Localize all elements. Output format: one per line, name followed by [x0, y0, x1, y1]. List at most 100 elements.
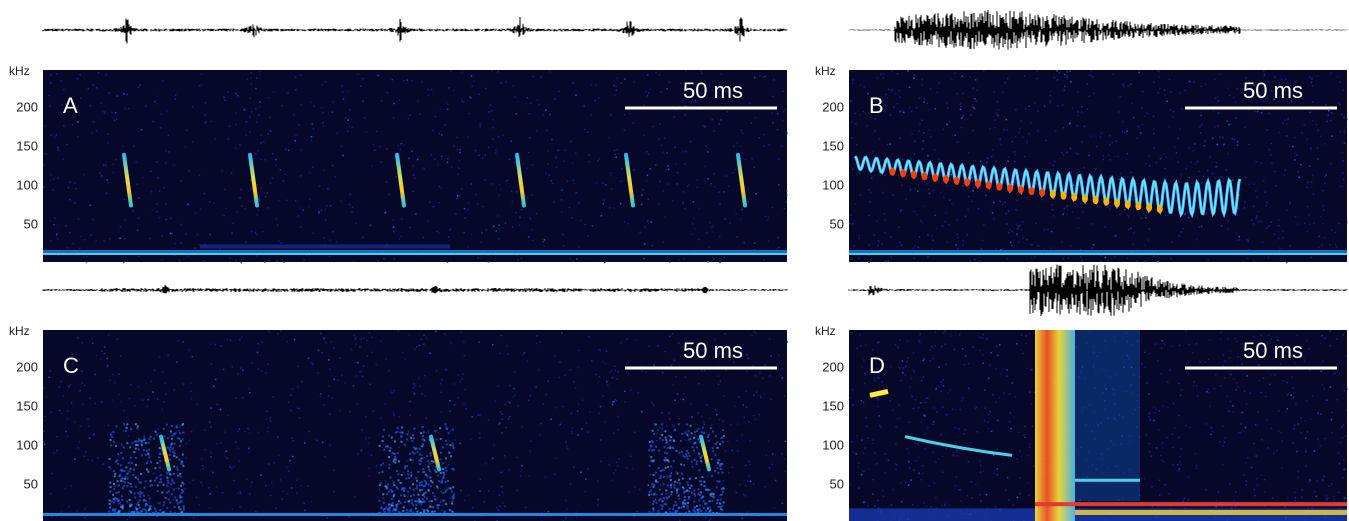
noise-dot	[329, 444, 331, 446]
noise-dot	[1268, 257, 1270, 259]
noise-dot	[613, 433, 615, 435]
noise-dot	[265, 372, 267, 374]
sweep-hot	[1135, 202, 1141, 210]
noise-dot	[1264, 491, 1266, 493]
noise-dot	[462, 378, 464, 380]
noise-dot	[424, 169, 426, 171]
sweep-hot	[1157, 205, 1163, 213]
noise-dot	[1030, 368, 1032, 370]
noise-dot	[459, 381, 461, 383]
noise-dot	[440, 392, 442, 394]
noise-dot	[464, 389, 466, 391]
noise-dot	[1177, 464, 1179, 466]
noise-dot	[402, 352, 404, 354]
clutter-dot	[416, 447, 418, 449]
noise-dot	[562, 406, 564, 408]
noise-dot	[259, 71, 261, 73]
noise-dot	[924, 402, 926, 404]
sweep-hot	[1125, 201, 1131, 209]
noise-dot	[467, 136, 469, 138]
clutter-dot	[669, 439, 671, 441]
noise-dot	[240, 367, 242, 369]
noise-dot	[95, 240, 97, 242]
noise-dot	[501, 418, 503, 420]
clutter-dot	[404, 467, 406, 469]
clutter-dot	[683, 491, 685, 493]
noise-dot	[605, 363, 607, 365]
clutter-dot	[664, 430, 666, 432]
noise-dot	[718, 123, 720, 125]
clutter-dot	[147, 442, 149, 444]
noise-dot	[556, 166, 558, 168]
noise-dot	[772, 122, 774, 124]
clutter-dot	[163, 484, 165, 486]
noise-dot	[1212, 431, 1214, 433]
noise-dot	[329, 385, 331, 387]
noise-dot	[742, 517, 744, 519]
noise-dot	[706, 404, 708, 406]
noise-dot	[610, 175, 612, 177]
noise-dot	[65, 225, 67, 227]
noise-dot	[460, 331, 462, 333]
clutter-dot	[163, 435, 165, 437]
noise-dot	[479, 123, 481, 125]
noise-dot	[617, 416, 619, 418]
noise-dot	[441, 187, 443, 189]
noise-dot	[1257, 425, 1259, 427]
noise-dot	[220, 345, 222, 347]
noise-dot	[215, 138, 217, 140]
clutter-dot	[446, 470, 448, 472]
noise-dot	[1189, 177, 1191, 179]
noise-dot	[237, 431, 239, 433]
noise-dot	[237, 373, 239, 375]
noise-dot	[1304, 223, 1306, 225]
noise-dot	[96, 87, 98, 89]
noise-dot	[123, 181, 125, 183]
noise-dot	[101, 401, 103, 403]
noise-dot	[1111, 197, 1113, 199]
noise-dot	[165, 393, 167, 395]
clutter-dot	[697, 511, 699, 513]
noise-dot	[851, 121, 853, 123]
clutter-dot	[429, 505, 431, 507]
noise-dot	[438, 202, 440, 204]
noise-dot	[1284, 119, 1286, 121]
noise-dot	[868, 215, 870, 217]
clutter-dot	[399, 431, 401, 433]
noise-dot	[716, 414, 718, 416]
noise-dot	[629, 113, 631, 115]
noise-dot	[899, 111, 901, 113]
noise-dot	[280, 169, 282, 171]
noise-dot	[1024, 426, 1026, 428]
clutter-dot	[440, 458, 442, 460]
noise-dot	[408, 118, 410, 120]
clutter-dot	[150, 480, 152, 482]
low-band-core	[43, 253, 787, 255]
noise-dot	[695, 435, 697, 437]
noise-dot	[117, 339, 119, 341]
noise-dot	[1232, 411, 1234, 413]
noise-dot	[270, 495, 272, 497]
clutter-dot	[116, 459, 118, 461]
noise-dot	[588, 161, 590, 163]
noise-dot	[1318, 412, 1320, 414]
noise-dot	[1026, 142, 1028, 144]
noise-dot	[366, 132, 368, 134]
noise-dot	[979, 494, 981, 496]
noise-dot	[877, 500, 879, 502]
noise-dot	[569, 258, 571, 260]
noise-dot	[1022, 237, 1024, 239]
clutter-dot	[440, 501, 442, 503]
clutter-dot	[126, 485, 128, 487]
noise-dot	[542, 241, 544, 243]
noise-dot	[1223, 354, 1225, 356]
noise-dot	[1127, 257, 1129, 259]
clutter-dot	[380, 464, 382, 466]
noise-dot	[609, 372, 611, 374]
noise-dot	[1093, 244, 1095, 246]
noise-dot	[394, 258, 396, 260]
noise-dot	[719, 262, 721, 264]
noise-dot	[928, 189, 930, 191]
clutter-dot	[709, 500, 711, 502]
